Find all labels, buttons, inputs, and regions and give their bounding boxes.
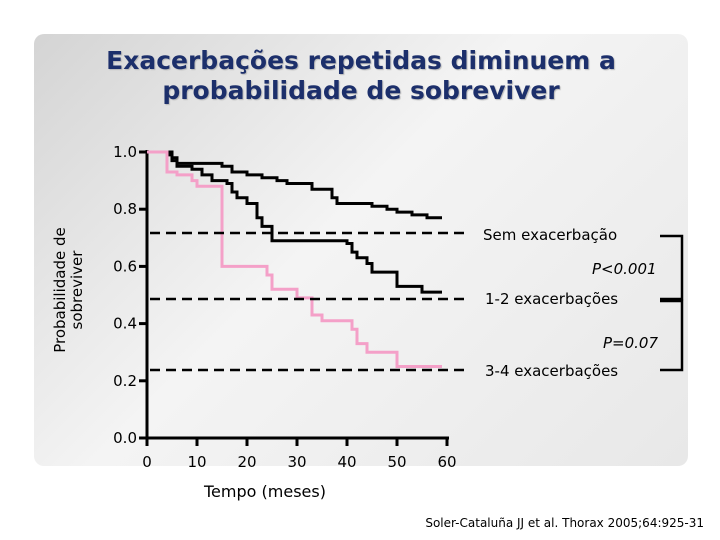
bracket-comparison-2 (660, 299, 684, 372)
x-tick-label-6: 60 (437, 453, 456, 471)
series-3-4-exacerbations (147, 150, 442, 368)
y-tick-label-5: 1.0 (113, 143, 137, 161)
y-axis-label-line-1: Probabilidade de (51, 227, 69, 353)
label-1-2-exacerbations: 1-2 exacerbações (485, 290, 619, 308)
y-tick-label-1: 0.2 (113, 372, 137, 390)
x-tick-label-0: 0 (142, 453, 152, 471)
chart-panel (34, 34, 688, 466)
p-value-1: P<0.001 (592, 260, 657, 278)
label-no-exacerbation: Sem exacerbação (483, 226, 618, 244)
series-1-2-exacerbations (147, 150, 442, 294)
chart-title-line-2: probabilidade de sobreviver (162, 76, 560, 105)
y-axis-label: Probabilidade de sobreviver (51, 210, 86, 370)
chart-title: Exacerbações repetidas diminuem a probab… (34, 46, 688, 106)
y-axis-label-line-2: sobreviver (68, 250, 86, 330)
source-citation: Soler-Cataluña JJ et al. Thorax 2005;64:… (425, 516, 704, 530)
x-tick-label-5: 50 (387, 453, 406, 471)
p-value-2: P=0.07 (603, 334, 659, 352)
label-3-4-exacerbations: 3-4 exacerbações (485, 362, 619, 380)
chart-title-line-1: Exacerbações repetidas diminuem a (106, 46, 616, 75)
y-tick-label-3: 0.6 (113, 257, 137, 275)
y-tick-label-0: 0.0 (113, 429, 137, 447)
bracket-comparison-1 (660, 234, 684, 301)
y-tick-label-4: 0.8 (113, 200, 137, 218)
x-tick-label-1: 10 (187, 453, 206, 471)
series-no-exacerbation (147, 150, 442, 220)
x-tick-label-4: 40 (337, 453, 356, 471)
x-tick-label-3: 30 (287, 453, 306, 471)
x-axis-label: Tempo (meses) (204, 482, 326, 501)
y-tick-label-2: 0.4 (113, 315, 137, 333)
x-tick-label-2: 20 (237, 453, 256, 471)
